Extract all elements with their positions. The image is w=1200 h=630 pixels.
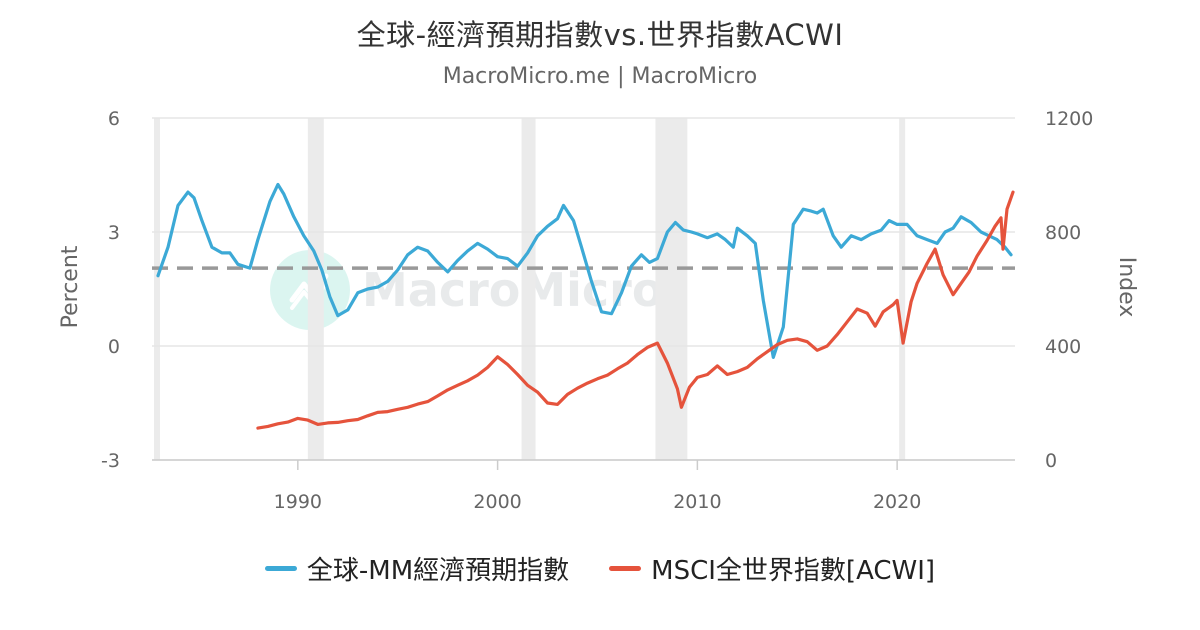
series-line-acwi xyxy=(256,190,1015,430)
left-axis-label: Percent xyxy=(58,245,83,328)
recession-bands xyxy=(153,118,906,460)
legend-label-acwi: MSCI全世界指數[ACWI] xyxy=(651,556,936,586)
recession-band-0 xyxy=(153,118,160,460)
left-tick-label: -3 xyxy=(101,450,120,472)
right-axis-label: Index xyxy=(1114,257,1139,318)
x-tick-label: 2000 xyxy=(473,491,521,513)
x-tick-label: 1990 xyxy=(274,491,322,513)
x-axis: 1990 2000 2010 2020 xyxy=(152,459,1015,513)
right-tick-label: 0 xyxy=(1045,450,1057,472)
legend-swatch-blue xyxy=(264,566,297,571)
recession-band-2 xyxy=(521,118,536,460)
right-tick-label: 400 xyxy=(1045,336,1081,358)
x-tick-label: 2020 xyxy=(873,491,921,513)
chart-subtitle: MacroMicro.me | MacroMicro xyxy=(442,64,758,89)
recession-band-1 xyxy=(307,118,324,460)
right-tick-label: 800 xyxy=(1045,222,1081,244)
legend-item-acwi[interactable]: MSCI全世界指數[ACWI] xyxy=(609,550,935,587)
legend-label-economic-expectation: 全球-MM經濟預期指數 xyxy=(306,556,570,586)
left-tick-label: 0 xyxy=(108,336,120,358)
recession-band-3 xyxy=(655,118,688,460)
series-line-economic-expectation xyxy=(156,182,1013,359)
right-tick-label: 1200 xyxy=(1045,108,1093,130)
left-tick-label: 3 xyxy=(108,222,120,244)
legend-swatch-red xyxy=(609,566,642,571)
left-axis: -3 0 3 6 xyxy=(101,108,120,472)
series-group xyxy=(156,182,1015,430)
recession-band-4 xyxy=(899,118,906,460)
gridlines xyxy=(152,117,1015,461)
chart-title: 全球-經濟預期指數vs.世界指數ACWI xyxy=(356,18,844,52)
legend-item-economic-expectation[interactable]: 全球-MM經濟預期指數 xyxy=(264,550,570,587)
x-tick-label: 2010 xyxy=(673,491,721,513)
legend: 全球-MM經濟預期指數 MSCI全世界指數[ACWI] xyxy=(0,550,1200,587)
left-tick-label: 6 xyxy=(108,108,120,130)
right-axis: 0 400 800 1200 xyxy=(1045,108,1093,472)
